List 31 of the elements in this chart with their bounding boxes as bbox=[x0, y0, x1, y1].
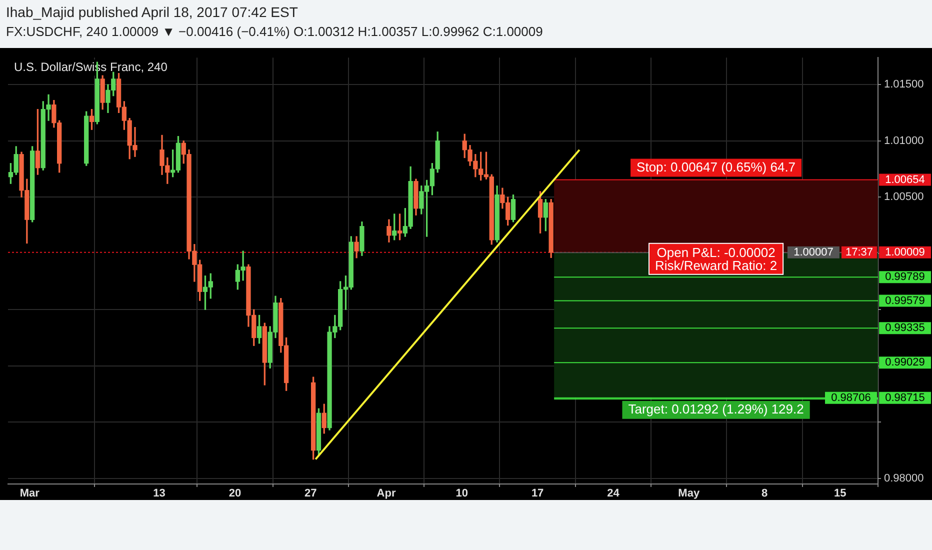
x-tick-label: 13 bbox=[153, 488, 166, 500]
band-label: Target: 0.01292 (1.29%) 129.2 bbox=[628, 402, 804, 417]
annotation: 17:37 bbox=[845, 246, 873, 258]
x-tick-label: 20 bbox=[228, 488, 242, 500]
ref-line-label: 0.99029 bbox=[885, 356, 925, 369]
ref-line-label: 0.98715 bbox=[885, 392, 925, 404]
y-tick-label: 1.01000 bbox=[884, 134, 924, 147]
ref-line-label: 0.98706 bbox=[831, 392, 871, 404]
x-tick-label: 24 bbox=[607, 488, 620, 500]
y-tick-label: 1.00500 bbox=[884, 191, 924, 204]
x-tick-label: 8 bbox=[761, 488, 768, 500]
chart-subtitle: FX:USDCHF, 240 1.00009 ▼ −0.00416 (−0.41%) O:1.00312 H:1.00357 L:0.99962 C:1.00009 bbox=[6, 24, 543, 39]
annotation: Open P&L: -0.00002 bbox=[656, 244, 776, 260]
band-label: Stop: 0.00647 (0.65%) 64.7 bbox=[636, 159, 796, 174]
ref-line-label: 0.99789 bbox=[885, 271, 925, 284]
ref-line-label: 0.99579 bbox=[885, 294, 925, 307]
x-tick-label: May bbox=[678, 488, 700, 500]
x-tick-label: 17 bbox=[531, 488, 544, 500]
text: Ihab_Majid published April 18, 2017 07:42 EST bbox=[6, 4, 298, 20]
ref-line-label: 1.00009 bbox=[885, 246, 925, 258]
x-tick-label: 27 bbox=[304, 488, 317, 500]
ref-line-label: 0.99335 bbox=[885, 322, 925, 334]
x-tick-label: Apr bbox=[376, 488, 396, 500]
x-tick-label: 10 bbox=[456, 488, 468, 500]
x-tick-label: 15 bbox=[834, 488, 846, 500]
y-tick-label: 0.98000 bbox=[884, 472, 924, 484]
y-tick-label: 1.01500 bbox=[884, 78, 924, 91]
ref-line-label: 1.00007 bbox=[794, 246, 834, 258]
annotation: Risk/Reward Ratio: 2 bbox=[654, 258, 778, 273]
x-tick-label: Mar bbox=[20, 488, 40, 500]
ref-line-label: 1.00654 bbox=[885, 174, 925, 186]
